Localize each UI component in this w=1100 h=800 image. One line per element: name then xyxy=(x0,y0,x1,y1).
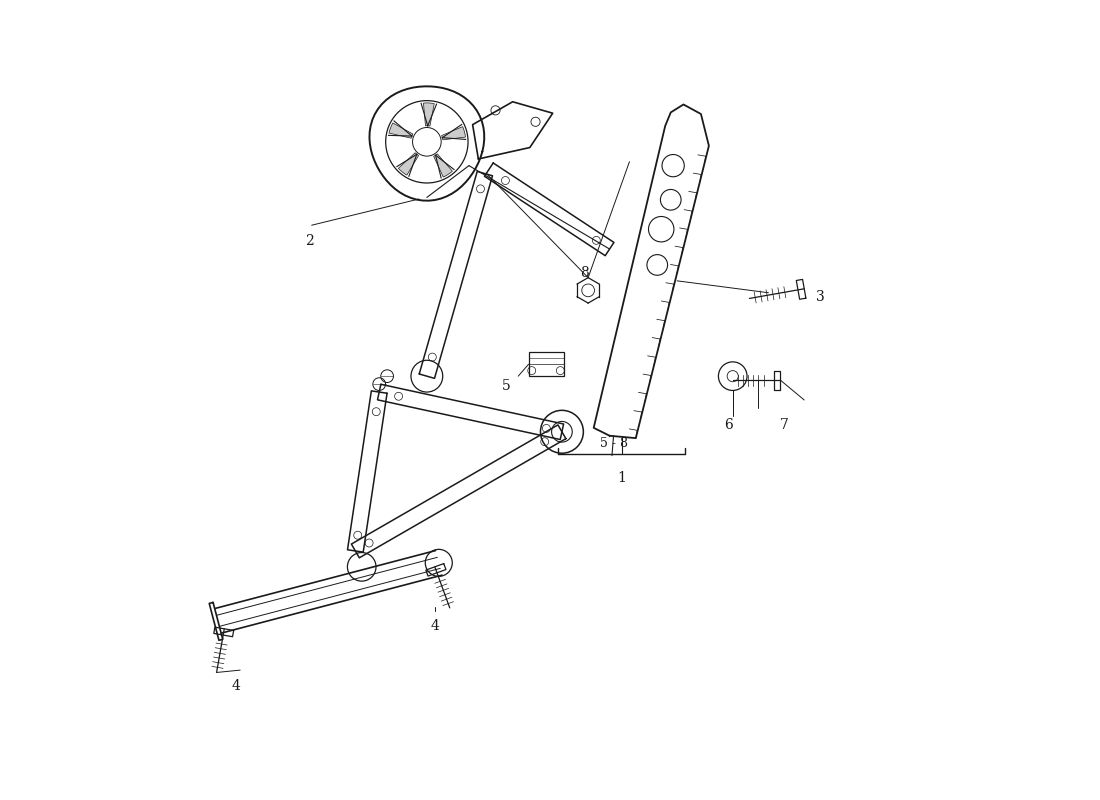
Text: 7: 7 xyxy=(780,418,789,433)
Wedge shape xyxy=(389,123,412,138)
Text: 6: 6 xyxy=(725,418,733,433)
Text: 8: 8 xyxy=(580,266,588,280)
Wedge shape xyxy=(398,153,419,175)
Text: 1: 1 xyxy=(617,471,626,486)
Text: 5 - 8: 5 - 8 xyxy=(600,437,628,450)
Text: 3: 3 xyxy=(816,290,825,304)
Wedge shape xyxy=(441,126,465,140)
Wedge shape xyxy=(424,103,434,126)
Text: 5: 5 xyxy=(502,378,510,393)
Text: 4: 4 xyxy=(430,619,439,634)
Text: 2: 2 xyxy=(305,234,314,248)
Wedge shape xyxy=(433,154,452,177)
Text: 4: 4 xyxy=(232,679,241,693)
